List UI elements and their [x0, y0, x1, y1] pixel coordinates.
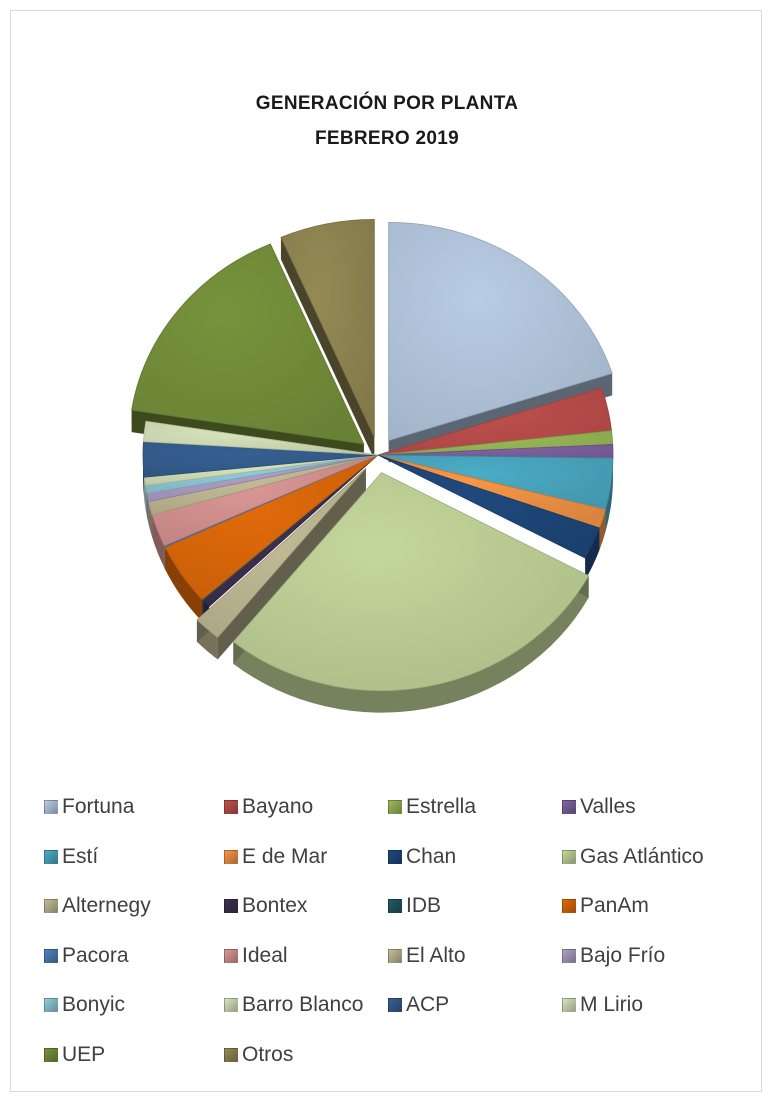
legend-item-chan: Chan: [388, 845, 456, 869]
legend-item-estí: Estí: [44, 845, 98, 869]
legend-swatch: [562, 800, 576, 814]
legend-swatch: [388, 998, 402, 1012]
legend-item-bajo-frío: Bajo Frío: [562, 944, 665, 968]
legend-swatch: [562, 998, 576, 1012]
legend-swatch: [388, 800, 402, 814]
legend-swatch: [224, 849, 238, 864]
legend-swatch: [388, 849, 402, 864]
legend-label: Valles: [580, 795, 636, 818]
legend-swatch: [224, 800, 238, 814]
legend-label: M Lirio: [580, 993, 644, 1016]
legend-label: El Alto: [406, 943, 466, 967]
legend-label: IDB: [406, 894, 442, 917]
legend-swatch: [44, 800, 58, 814]
legend-label: Barro Blanco: [242, 993, 364, 1016]
legend-swatch: [44, 899, 58, 913]
slice-side-ideal: [152, 514, 165, 568]
legend-label: Ideal: [242, 943, 288, 967]
slice-cut-wall: [280, 237, 375, 460]
slice-fortuna[interactable]: [388, 222, 613, 441]
legend-swatch: [224, 1047, 238, 1062]
slice-otros[interactable]: [280, 218, 375, 438]
legend-item-estrella: Estrella: [388, 795, 476, 819]
legend-swatch: [224, 998, 238, 1012]
slice-side-acp: [143, 455, 145, 500]
legend-item-panam: PanAm: [562, 894, 649, 918]
legend-item-acp: ACP: [388, 993, 449, 1017]
legend-swatch: [388, 899, 402, 913]
legend-item-alternegy: Alternegy: [44, 894, 151, 918]
slice-side-panam: [164, 546, 203, 622]
legend-item-valles: Valles: [562, 795, 636, 819]
slice-m-lirio[interactable]: [143, 420, 379, 456]
legend-label: PanAm: [580, 894, 649, 917]
legend-item-pacora: Pacora: [44, 944, 129, 968]
legend-swatch: [562, 899, 576, 913]
legend-item-m-lirio: M Lirio: [562, 993, 643, 1017]
legend-item-otros: Otros: [224, 1043, 293, 1067]
legend-item-bonyic: Bonyic: [44, 993, 125, 1017]
legend-item-idb: IDB: [388, 894, 441, 918]
slice-side-chan: [585, 527, 600, 581]
legend-swatch: [224, 948, 238, 963]
legend-item-gas-atlántico: Gas Atlántico: [562, 845, 704, 869]
legend-item-fortuna: Fortuna: [44, 795, 134, 819]
slice-side-el-alto: [148, 501, 153, 537]
legend-label: Bajo Frío: [580, 943, 666, 967]
legend-item-el-alto: El Alto: [388, 944, 466, 968]
legend-item-ideal: Ideal: [224, 944, 288, 968]
legend-swatch: [44, 1047, 58, 1062]
legend-label: Otros: [242, 1042, 294, 1066]
legend-swatch: [44, 948, 58, 963]
legend-swatch: [388, 948, 402, 963]
legend-swatch: [224, 899, 238, 913]
legend-item-bontex: Bontex: [224, 894, 307, 918]
legend-label: UEP: [62, 1042, 106, 1066]
legend-swatch: [44, 849, 58, 864]
slice-gas-atlántico[interactable]: [232, 472, 590, 692]
slice-side-pacora: [164, 545, 165, 569]
legend-item-barro-blanco: Barro Blanco: [224, 993, 363, 1017]
legend-swatch: [44, 998, 58, 1012]
legend-label: E de Mar: [242, 844, 328, 868]
legend-label: Bonyic: [62, 993, 126, 1016]
legend-label: Bayano: [242, 795, 314, 818]
legend-label: Estrella: [406, 795, 477, 818]
legend-label: Bontex: [242, 894, 308, 917]
legend-label: Chan: [406, 844, 457, 868]
slice-chan[interactable]: [377, 454, 600, 559]
legend-label: Fortuna: [62, 795, 135, 818]
legend-label: Gas Atlántico: [580, 844, 704, 868]
chart-title: GENERACIÓN POR PLANTA: [255, 93, 519, 114]
slice-side-e-de-mar: [599, 509, 606, 550]
slice-side-gas-atlántico: [233, 575, 589, 713]
slice-uep[interactable]: [131, 243, 365, 445]
legend-item-bayano: Bayano: [224, 795, 313, 819]
pie-slices: [131, 218, 614, 692]
legend-label: ACP: [406, 993, 450, 1016]
legend-label: Pacora: [62, 943, 129, 967]
slice-alternegy[interactable]: [196, 467, 367, 638]
legend-swatch: [562, 849, 576, 864]
legend-swatch: [562, 948, 576, 963]
legend-label: Alternegy: [62, 894, 151, 917]
legend-item-e-de-mar: E de Mar: [224, 845, 327, 869]
legend-label: Estí: [62, 844, 99, 868]
legend-item-uep: UEP: [44, 1043, 105, 1067]
chart-subtitle: FEBRERO 2019: [314, 128, 460, 149]
